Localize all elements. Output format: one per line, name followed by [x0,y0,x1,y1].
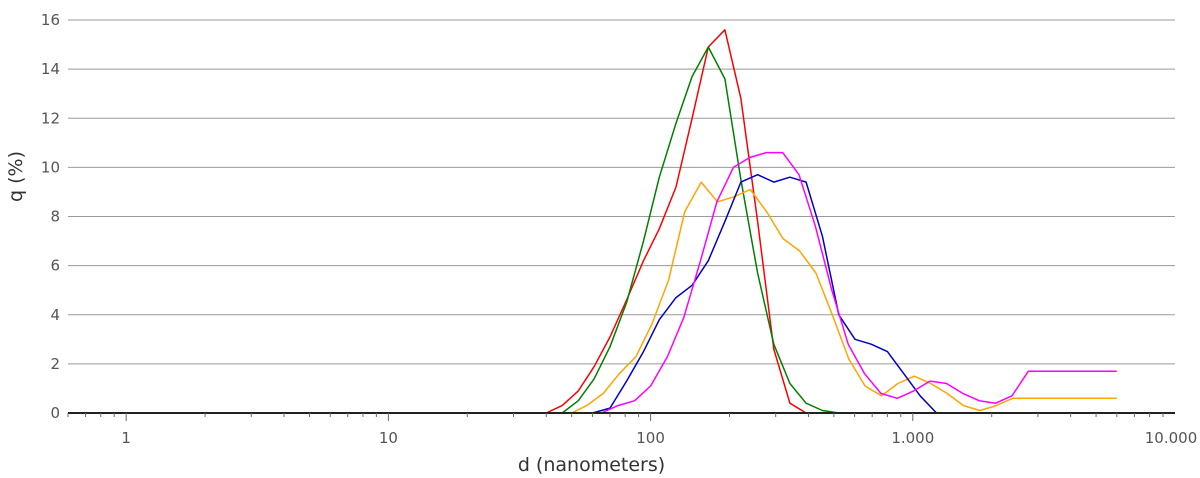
y-tick-label-2: 2 [50,355,60,373]
tick-layer: 0 2 4 6 8 10 12 14 16 1 10 100 1.000 10.000 [41,11,1197,447]
series-line-5 [107,151,1117,414]
x-tick-label-1.000: 1.000 [891,429,934,447]
series-line-4 [107,173,1107,414]
x-tick-label-10: 10 [379,429,398,447]
y-tick-label-4: 4 [50,306,60,324]
x-axis-title: d (nanometers) [518,454,665,476]
y-tick-label-6: 6 [50,257,60,275]
y-tick-label-10: 10 [41,158,60,176]
y-tick-label-14: 14 [41,60,60,78]
x-tick-label-10.000: 10.000 [1145,429,1198,447]
series-layer [107,29,1117,414]
y-tick-label-16: 16 [41,11,60,29]
grid-layer [68,19,1175,365]
y-tick-label-12: 12 [41,109,60,127]
x-tick-label-1: 1 [121,429,131,447]
y-tick-label-0: 0 [50,404,60,422]
series-line-3 [107,181,1117,414]
series-line-2 [107,46,1107,414]
y-tick-label-8: 8 [50,208,60,226]
series-line-1 [107,29,1107,414]
x-tick-label-100: 100 [636,429,665,447]
y-axis-title: q (%) [5,151,27,202]
